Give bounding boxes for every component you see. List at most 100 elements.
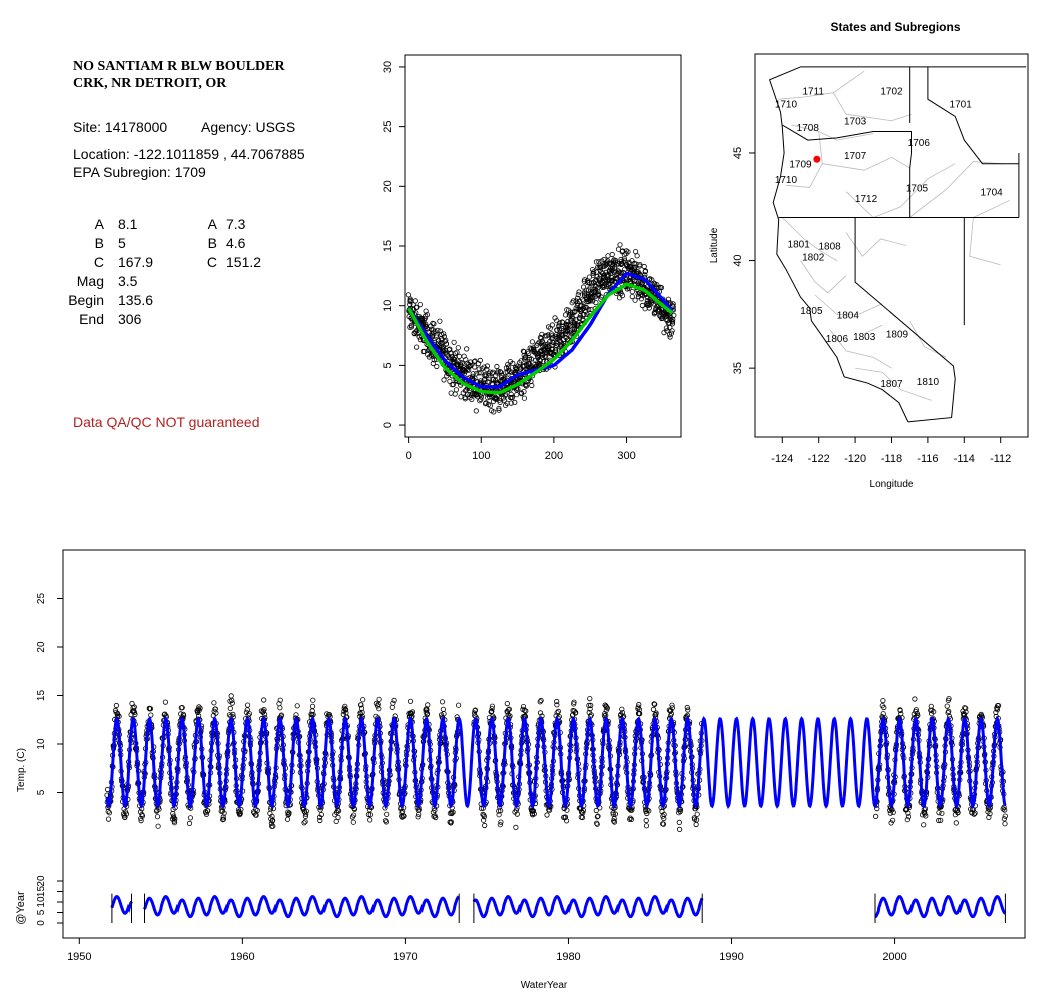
data-point [618, 269, 624, 275]
observed-point [226, 712, 232, 718]
data-point [583, 287, 589, 293]
subregion-boundary [822, 156, 910, 171]
observed-point [203, 811, 210, 817]
observed-point [246, 711, 252, 717]
data-point [528, 356, 534, 362]
data-point [670, 301, 676, 307]
observed-point [507, 713, 513, 719]
observed-point [872, 813, 879, 820]
subregion-boundary [845, 163, 956, 218]
observed-point [425, 702, 431, 708]
data-point [580, 284, 587, 290]
observed-point [531, 811, 537, 817]
observed-point [171, 813, 177, 819]
observed-point [179, 704, 185, 711]
param-right-value: 7.3 [226, 216, 246, 232]
observed-point [407, 698, 414, 704]
year-tick-label: 1980 [556, 951, 580, 963]
data-point [559, 319, 565, 325]
data-point [487, 403, 493, 409]
data-point [536, 360, 542, 367]
observed-point [335, 808, 342, 814]
data-point [629, 293, 635, 300]
observed-point [440, 706, 446, 712]
temp-tick-label: 10 [36, 738, 47, 750]
data-point [570, 298, 577, 304]
data-point [496, 397, 502, 403]
data-point [556, 320, 563, 326]
data-point [424, 312, 430, 318]
observed-point [318, 811, 324, 818]
data-point [508, 391, 514, 397]
observed-point [514, 811, 520, 817]
observed-point [205, 808, 211, 814]
data-point [566, 326, 572, 333]
data-point [405, 292, 411, 298]
data-point [505, 361, 511, 368]
subregion-boundary [785, 131, 823, 188]
x-tick-label: 200 [545, 450, 563, 462]
observed-point [229, 700, 235, 706]
data-point [462, 394, 468, 401]
observed-point [277, 705, 283, 711]
subregion-label: 1704 [980, 188, 1003, 199]
y-tick-label: 15 [382, 240, 394, 252]
data-point [477, 357, 483, 363]
observed-point [365, 811, 372, 818]
observed-point [131, 704, 137, 710]
data-point [634, 253, 640, 259]
data-point [638, 296, 645, 302]
data-point [434, 363, 440, 370]
annual-curve [110, 895, 133, 915]
site-name-line-1: NO SANTIAM R BLW BOULDER [73, 59, 285, 74]
data-point [632, 297, 638, 303]
data-point [598, 294, 604, 300]
data-point [578, 306, 584, 312]
observed-point [155, 823, 161, 829]
data-point [593, 299, 599, 306]
data-point [433, 332, 440, 338]
subregion-boundary [864, 324, 883, 335]
data-point [661, 329, 667, 336]
data-point [521, 349, 527, 355]
observed-point [106, 810, 113, 816]
subregion-label: 1708 [797, 123, 820, 134]
state-border [927, 66, 1019, 165]
param-left-value: 135.6 [118, 292, 154, 308]
observed-point [480, 817, 487, 823]
site-name-line-2: CRK, NR DETROIT, OR [73, 76, 227, 91]
observed-point [972, 810, 978, 816]
data-point [669, 328, 675, 334]
observed-point [498, 819, 504, 825]
subregion-label: 1712 [855, 194, 878, 205]
observed-point [588, 702, 594, 709]
observed-point [303, 808, 309, 814]
data-point [456, 353, 462, 359]
annual-ylabel: @Year [15, 891, 27, 925]
observed-point [409, 709, 416, 715]
y-tick-label: 30 [382, 61, 394, 73]
data-point [420, 315, 426, 322]
data-point [669, 319, 676, 325]
lon-tick-label: -118 [881, 453, 902, 465]
data-point [508, 400, 514, 406]
subregion-boundary [909, 161, 1001, 218]
subregion-label: 1701 [950, 99, 973, 110]
annual-tick-label: 15 [36, 886, 47, 898]
data-point [621, 256, 628, 262]
data-point [497, 399, 503, 405]
year-tick-label: 2000 [882, 951, 906, 963]
observed-point [593, 807, 599, 814]
param-left-value: 8.1 [118, 216, 138, 232]
observed-point [138, 817, 144, 824]
data-point [526, 356, 533, 362]
data-point [443, 341, 450, 347]
observed-point [587, 706, 593, 712]
observed-point [122, 809, 129, 815]
observed-point [360, 697, 366, 703]
observed-point [423, 709, 429, 715]
observed-point [293, 712, 299, 718]
observed-point [308, 711, 314, 717]
observed-point [603, 704, 610, 710]
observed-point [537, 710, 544, 716]
